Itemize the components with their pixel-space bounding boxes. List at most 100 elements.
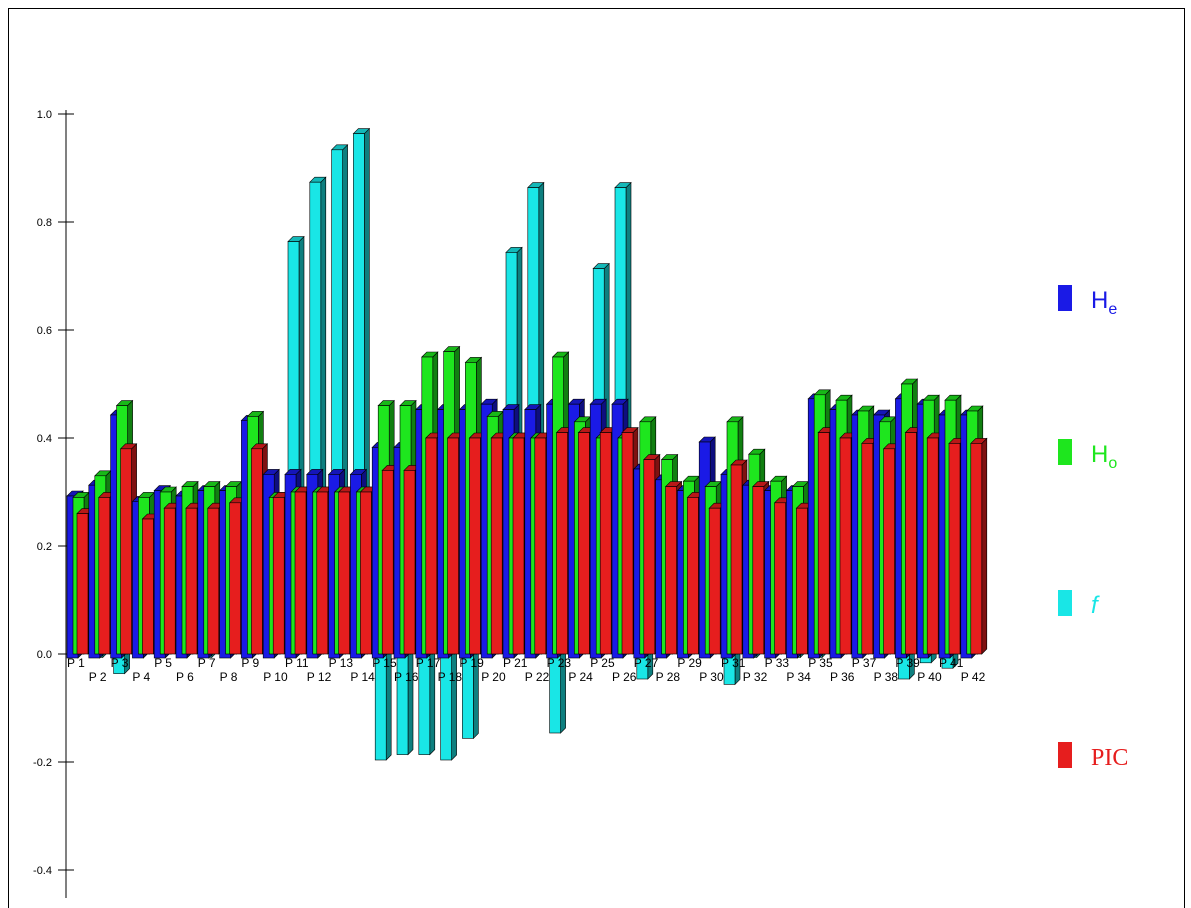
bar-front	[403, 470, 416, 655]
x-tick-label: P 37	[852, 656, 877, 670]
y-tick-label: -0.4	[33, 865, 52, 877]
x-tick-label: P 27	[634, 656, 659, 670]
x-tick-label: P 3	[111, 656, 129, 670]
x-tick-label: P 42	[961, 670, 986, 684]
legend-item-he: He	[1058, 285, 1117, 318]
x-tick-label: P 16	[394, 670, 419, 684]
x-tick-label: P 40	[917, 670, 942, 684]
bar-front	[396, 651, 409, 755]
x-tick-label: P 4	[132, 670, 150, 684]
bar-front	[360, 491, 372, 655]
bar-front	[948, 443, 961, 655]
bar-f	[396, 646, 414, 756]
bar-front	[338, 491, 350, 655]
y-tick-label: 0.6	[37, 325, 52, 337]
x-tick-label: P 33	[765, 656, 790, 670]
bar-front	[163, 507, 176, 655]
x-tick-label: P 29	[677, 656, 702, 670]
bar-side	[981, 437, 988, 655]
bar-front	[708, 507, 721, 655]
bar-front	[120, 448, 132, 655]
bar-side	[407, 646, 414, 756]
bar-front	[534, 437, 547, 655]
legend-swatch	[1058, 742, 1072, 768]
bar-front	[752, 486, 765, 655]
y-tick-label: 0.2	[37, 541, 52, 553]
legend-item-ho: Ho	[1058, 439, 1117, 472]
x-tick-label: P 41	[939, 656, 964, 670]
bar-front	[229, 502, 241, 655]
legend-label: Ho	[1091, 441, 1117, 472]
bar-front	[425, 437, 438, 655]
x-tick-label: P 13	[329, 656, 354, 670]
bar-front	[643, 459, 656, 655]
x-tick-label: P 30	[699, 670, 724, 684]
y-tick-label: 1.0	[37, 109, 52, 121]
bar-front	[447, 437, 459, 655]
legend: He Ho f PIC	[1058, 285, 1128, 771]
x-tick-label: P 39	[895, 656, 920, 670]
bar-front	[381, 470, 394, 655]
x-tick-label: P 5	[154, 656, 172, 670]
x-tick-label: P 38	[874, 670, 899, 684]
bar-front	[98, 497, 111, 655]
bar-front	[251, 448, 263, 655]
bar-front	[665, 486, 677, 655]
bar-front	[599, 432, 612, 655]
x-tick-label: P 26	[612, 670, 637, 684]
bar-front	[490, 437, 503, 655]
y-tick-label: 0.0	[37, 649, 52, 661]
x-tick-label: P 10	[263, 670, 288, 684]
x-tick-label: P 23	[547, 656, 572, 670]
x-tick-label: P 18	[438, 670, 463, 684]
bar-front	[469, 437, 481, 655]
legend-item-pic: PIC	[1058, 742, 1128, 771]
x-tick-label: P 9	[241, 656, 259, 670]
bar-front	[730, 464, 743, 655]
x-tick-label: P 35	[808, 656, 833, 670]
legend-item-f: f	[1058, 590, 1100, 619]
x-tick-label: P 15	[372, 656, 397, 670]
x-tick-label: P 11	[285, 656, 309, 670]
bar-front	[294, 491, 307, 655]
x-tick-label: P 34	[786, 670, 811, 684]
bar-front	[578, 432, 590, 655]
x-tick-label: P 21	[503, 656, 528, 670]
x-tick-label: P 1	[67, 656, 85, 670]
bar-front	[556, 432, 568, 655]
bar-front	[970, 443, 983, 655]
x-tick-label: P 36	[830, 670, 855, 684]
x-tick-label: P 31	[721, 656, 746, 670]
bar-side	[451, 646, 457, 761]
x-tick-label: P 20	[481, 670, 506, 684]
x-tick-label: P 22	[525, 670, 550, 684]
x-tick-label: P 19	[459, 656, 484, 670]
legend-swatch	[1058, 285, 1072, 311]
bar-front	[440, 651, 452, 761]
bars	[66, 127, 988, 761]
bar-front	[621, 432, 634, 655]
bar-front	[817, 432, 830, 655]
legend-label: f	[1091, 592, 1100, 619]
bar-pic	[970, 437, 988, 655]
bar-front	[905, 432, 917, 655]
legend-swatch	[1058, 590, 1072, 616]
legend-swatch	[1058, 439, 1072, 465]
x-tick-label: P 24	[568, 670, 593, 684]
bar-front	[687, 497, 699, 655]
bar-front	[861, 443, 874, 655]
bar-front	[316, 491, 329, 655]
bar-front	[796, 507, 808, 655]
x-tick-label: P 32	[743, 670, 768, 684]
bar-front	[142, 518, 154, 655]
bar-front	[185, 507, 198, 655]
x-axis-labels: P 1P 2P 3P 4P 5P 6P 7P 8P 9P 10P 11P 12P…	[67, 656, 986, 684]
legend-label: PIC	[1091, 745, 1128, 771]
bar-front	[76, 513, 89, 655]
bar-front	[774, 502, 786, 655]
x-tick-label: P 28	[656, 670, 681, 684]
bar-f	[439, 646, 458, 761]
bar-front	[512, 437, 525, 655]
x-tick-label: P 8	[220, 670, 238, 684]
